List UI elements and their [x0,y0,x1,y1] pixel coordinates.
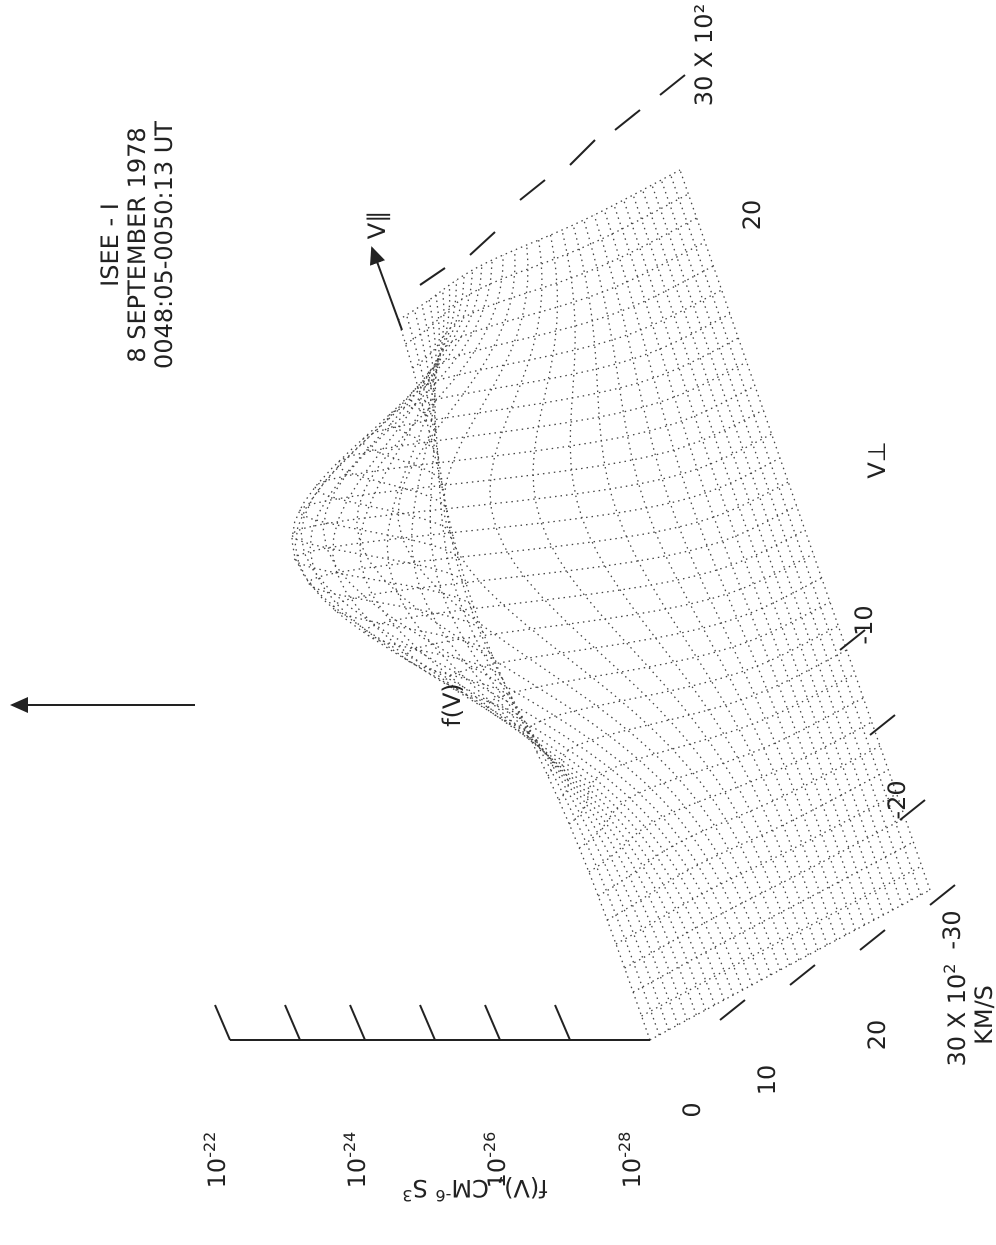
mesh-line [315,386,755,536]
mesh-line [404,554,813,704]
mesh-line [559,650,847,800]
time-range: 0048:05-0050:13 UT [150,121,178,369]
mesh-line [410,290,721,440]
mesh-line [295,275,733,995]
mesh-line [584,220,837,940]
f-arrow-label: f(V) [438,683,466,727]
surface-mesh [292,170,930,1040]
mesh-line [337,362,746,512]
mesh-line [299,410,763,560]
mesh-line [573,225,827,945]
f-tick-label: 10-26 [480,1132,511,1189]
mesh-line [444,245,790,965]
mesh-line [579,698,863,848]
mesh-line [292,270,743,990]
vperp-tick-label: -10 [850,605,878,644]
mesh-line [357,255,771,975]
mesh-line [292,434,772,584]
mesh-line [301,265,752,985]
mesh-line [333,506,797,656]
mesh-line [295,458,780,608]
vperp-tick-label: -20 [883,780,911,819]
mesh-line [616,794,897,944]
vpar-ticks [420,75,685,285]
title: ISEE - I [96,203,124,287]
f-tick-label: 10-22 [200,1132,231,1189]
mesh-line [360,290,706,1010]
f-axis-ticks [215,1005,570,1040]
mesh-line [398,170,680,320]
date: 8 SEPTEMBER 1978 [123,127,151,362]
vperp-ticks [720,630,955,1020]
f-tick-label: 10-28 [615,1132,646,1189]
v-par-arrow [372,248,402,330]
title-block: ISEE - I 8 SEPTEMBER 1978 0048:05-0050:1… [96,121,178,369]
mesh-line [398,320,650,1040]
mesh-line [642,866,922,1016]
vperp-unit: 30 X 102 [940,964,971,1067]
mesh-line [633,842,913,992]
mesh-line [490,240,799,960]
mesh-line [625,818,905,968]
figure: ISEE - I 8 SEPTEMBER 1978 0048:05-0050:1… [0,0,996,1241]
mesh-line [387,295,696,1015]
mesh-line [365,530,805,680]
mesh-line [650,890,930,1040]
mesh-line [310,280,724,1000]
vperp-tick-label: 10 [753,1065,781,1096]
vperp-tick-label: -30 [938,910,966,949]
vperp-unit-label: KM/S [970,985,996,1045]
v-perp-label: V⊥ [863,441,891,478]
mesh-line [487,602,829,752]
mesh-line [387,314,729,464]
mesh-line [562,230,818,950]
vperp-tick-label: 0 [678,1102,706,1117]
mesh-line [569,674,855,824]
mesh-line [604,210,855,930]
mesh-line [633,195,883,915]
vpar-tick-label: 30 X 10² [690,4,718,106]
mesh-line [414,310,668,1030]
mesh-line [406,194,689,344]
mesh-line [308,482,788,632]
mesh-line [594,215,846,935]
vperp-tick-label: 20 [863,1020,891,1051]
mesh-line [624,200,874,920]
mesh-line [643,190,893,910]
f-tick-label: 10-24 [340,1132,371,1189]
vpar-tick-label: 20 [738,200,766,231]
v-par-label: V∥ [363,211,391,239]
mesh-line [407,315,660,1035]
mesh-line [422,305,678,1025]
f-axis-label: f(V), CM-6 S3 [402,1174,547,1205]
mesh-line [323,260,761,980]
mesh-line [589,722,872,872]
mesh-line [412,300,687,1020]
